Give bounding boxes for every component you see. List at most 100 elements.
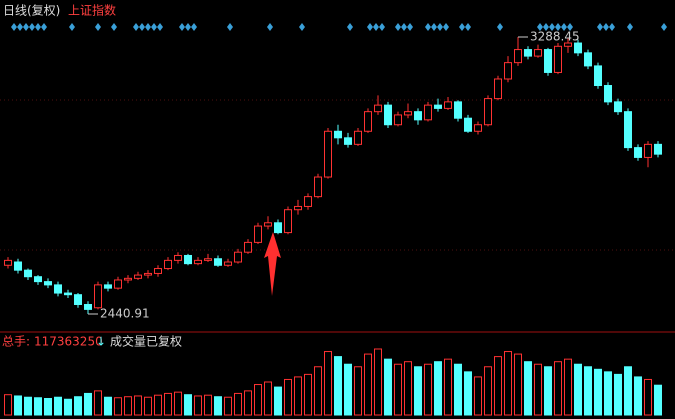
candle-body	[424, 104, 432, 121]
candle-body	[114, 279, 122, 289]
volume-bar	[64, 398, 72, 416]
volume-bar	[644, 378, 652, 416]
candle-body	[384, 104, 392, 126]
candle-body	[214, 258, 222, 266]
volume-bar	[224, 396, 232, 416]
arrow	[264, 232, 281, 296]
volume-prefix: 总手:	[2, 335, 30, 349]
volume-bar	[4, 394, 12, 416]
signal-diamond	[497, 23, 503, 31]
volume-bar	[394, 363, 402, 416]
volume-bar	[484, 366, 492, 416]
volume-bar	[204, 394, 212, 416]
candle-body	[284, 209, 292, 234]
candle-body	[434, 104, 442, 109]
signal-diamond	[431, 23, 437, 31]
candle-body	[294, 205, 302, 211]
volume-bar	[34, 397, 42, 416]
volume-bar	[164, 392, 172, 416]
volume-bar	[324, 351, 332, 416]
signal-diamond	[23, 23, 29, 31]
volume-bar	[574, 363, 582, 416]
candle-body	[514, 49, 522, 64]
candle-body	[354, 130, 362, 145]
candle-body	[544, 49, 552, 73]
signal-diamond	[29, 23, 35, 31]
candle-body	[614, 101, 622, 113]
candle-body	[554, 45, 562, 73]
candle-body	[404, 111, 412, 116]
candle-body	[444, 101, 452, 109]
volume-bar	[334, 356, 342, 416]
signal-diamond	[459, 23, 465, 31]
signal-diamond	[179, 23, 185, 31]
signal-diamond	[267, 23, 273, 31]
signal-diamond	[661, 23, 667, 31]
signal-diamond	[299, 23, 305, 31]
candle-body	[374, 104, 382, 113]
volume-bar	[444, 358, 452, 416]
volume-bar	[404, 361, 412, 416]
candle-body	[414, 111, 422, 121]
volume-bar	[504, 351, 512, 416]
volume-bar	[84, 392, 92, 416]
volume-note: 成交量已复权	[110, 334, 182, 349]
volume-bar	[524, 361, 532, 416]
signal-diamond	[151, 23, 157, 31]
volume-bar	[364, 353, 372, 416]
signal-diamond	[11, 23, 17, 31]
low-label: 2440.91	[100, 307, 150, 321]
signal-diamond	[443, 23, 449, 31]
candle-body	[604, 85, 612, 103]
candle-body	[504, 62, 512, 80]
signal-diamond	[191, 23, 197, 31]
signal-diamond	[543, 23, 549, 31]
candle-body	[344, 137, 352, 145]
signal-diamond	[95, 23, 101, 31]
signal-diamond	[597, 23, 603, 31]
signal-diamond	[609, 23, 615, 31]
volume-bar	[124, 396, 132, 416]
candle-body	[594, 65, 602, 87]
candle-body	[134, 274, 142, 279]
candle-body	[274, 222, 282, 234]
candle-body	[234, 251, 242, 263]
candle-body	[154, 268, 162, 274]
candle-body	[124, 277, 132, 281]
volume-bar	[254, 384, 262, 416]
volume-bar	[244, 390, 252, 416]
signal-diamond	[401, 23, 407, 31]
signal-diamond	[17, 23, 23, 31]
signal-diamond	[41, 23, 47, 31]
signal-diamond	[133, 23, 139, 31]
candle-body	[194, 259, 202, 265]
volume-bar	[384, 358, 392, 416]
volume-bar	[594, 368, 602, 416]
volume-bar	[584, 366, 592, 416]
candle-body	[644, 143, 652, 158]
candle-body	[484, 98, 492, 126]
candle-body	[144, 272, 152, 276]
candle-body	[254, 225, 262, 243]
signal-diamond	[561, 23, 567, 31]
volume-bar	[24, 396, 32, 416]
candle-body	[244, 241, 252, 253]
volume-bar	[554, 361, 562, 416]
volume-bar	[344, 363, 352, 416]
signal-diamond	[437, 23, 443, 31]
volume-bar	[624, 366, 632, 416]
candle-body	[24, 269, 32, 278]
signal-diamond	[35, 23, 41, 31]
candle-body	[104, 284, 112, 289]
volume-bar	[354, 366, 362, 416]
candle-body	[494, 78, 502, 100]
candle-body	[394, 114, 402, 126]
candle-body	[564, 42, 572, 47]
candle-body	[204, 258, 212, 261]
volume-bar	[634, 376, 642, 416]
volume-bar	[284, 378, 292, 416]
volume-bar	[514, 353, 522, 416]
volume-bar	[54, 396, 62, 416]
volume-bar	[474, 376, 482, 416]
volume-bar	[374, 348, 382, 416]
